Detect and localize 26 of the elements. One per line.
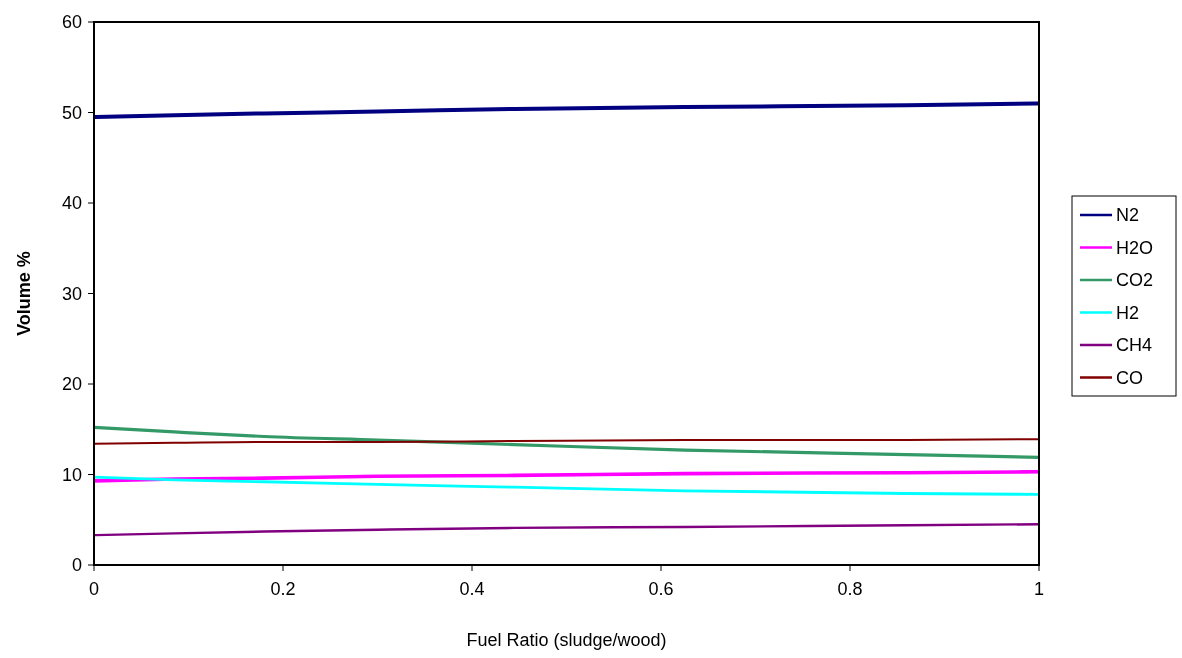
y-tick-label: 20 xyxy=(61,374,82,395)
line-series xyxy=(92,475,1041,496)
x-tick-label: 0.4 xyxy=(459,579,485,599)
legend-label: CO2 xyxy=(1116,270,1154,291)
line-series xyxy=(92,101,1041,120)
x-tick-label: 1 xyxy=(1033,579,1045,599)
legend-label: H2O xyxy=(1116,237,1154,258)
line-series xyxy=(92,523,1041,537)
x-tick-label: 0.8 xyxy=(837,579,863,599)
line-series xyxy=(92,425,1041,459)
y-tick-label: 40 xyxy=(61,193,82,214)
legend-label: H2 xyxy=(1116,302,1140,323)
y-tick-label: 50 xyxy=(61,102,82,123)
line-series xyxy=(92,469,1041,483)
legend-label: CH4 xyxy=(1116,335,1153,356)
legend-label: N2 xyxy=(1116,205,1140,226)
x-tick-label: 0 xyxy=(88,579,100,599)
y-tick-label: 60 xyxy=(61,12,82,33)
x-axis-title: Fuel Ratio (sludge/wood) xyxy=(466,630,667,650)
y-tick-label: 30 xyxy=(61,283,82,304)
y-tick-label: 0 xyxy=(71,555,82,576)
x-tick-label: 0.2 xyxy=(270,579,296,599)
x-tick-label: 0.6 xyxy=(648,579,674,599)
legend-label: CO xyxy=(1116,367,1143,388)
y-axis-title: Volume % xyxy=(14,251,34,336)
y-tick-label: 10 xyxy=(61,464,82,485)
